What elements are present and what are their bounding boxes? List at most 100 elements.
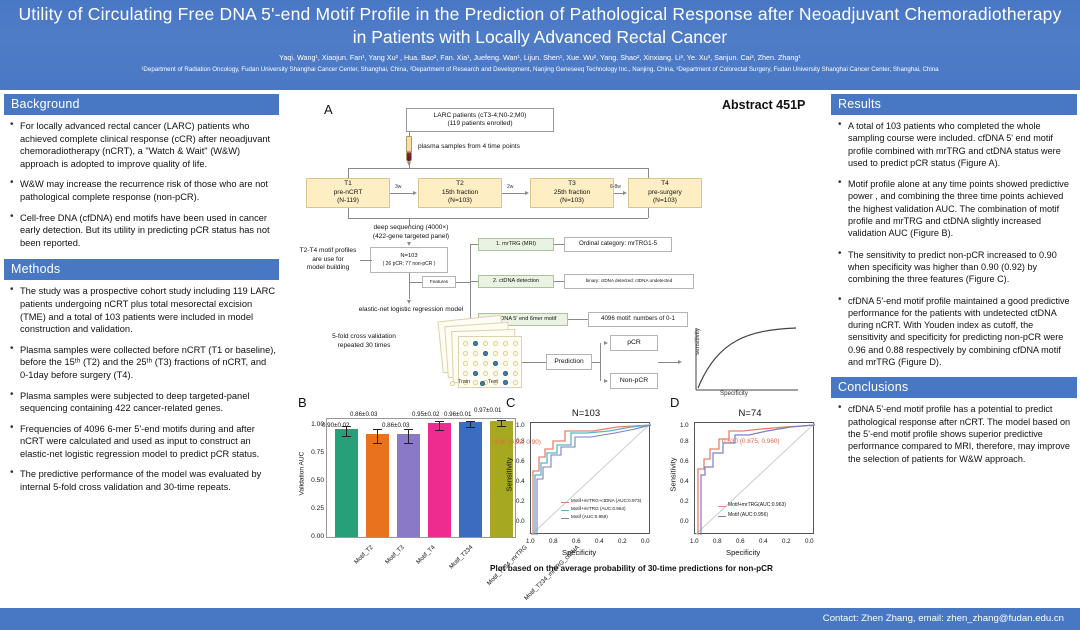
x-tick: 0.6: [572, 538, 581, 545]
list-item: The study was a prospective cohort study…: [8, 284, 277, 335]
list-item: Frequencies of 4096 6-mer 5'-end motifs …: [8, 422, 277, 461]
feature-name: 1. mrTRG (MRI): [495, 241, 537, 248]
section-heading-background: Background: [4, 94, 279, 115]
plasma-tube-icon: [406, 136, 412, 162]
flow-connector: [409, 282, 422, 283]
roc-chart-panel-d: N=74 0.0 0.2 0.4 0.6 0.8 1.0 0.630 (0.87…: [668, 408, 830, 578]
bar-motif-t4: [397, 433, 420, 537]
flow-connector: [614, 193, 624, 194]
flow-connector: [502, 193, 526, 194]
timepoint-id: T4: [661, 180, 669, 188]
mini-roc-ylabel: sensitivity: [693, 328, 701, 355]
list-item: For locally advanced rectal cancer (LARC…: [8, 119, 277, 170]
bar-value-label: 0.95±0.02: [412, 411, 440, 418]
flow-connector: [390, 193, 414, 194]
list-item: The sensitivity to predict non-pCR incre…: [836, 248, 1074, 286]
center-column: A LARC patients (cT3-4;N0-2;M0) (119 pat…: [288, 90, 824, 630]
flow-arrow-down: [406, 162, 411, 166]
y-axis-title: Validation AUC: [298, 451, 306, 496]
timepoint-n: (N=103): [559, 197, 584, 205]
legend-label-1: Motif+mrTRG+ctDNA (AUC:0.973): [571, 498, 642, 503]
feature-name: 2. ctDNA detection: [492, 278, 540, 285]
flow-connector: [522, 362, 546, 363]
flow-arrow-right: [413, 190, 417, 195]
conclusions-bullet-list: cfDNA 5'-end motif profile has a potenti…: [836, 402, 1074, 464]
timepoint-box-t4: T4 pre-surgery (N=103): [628, 178, 702, 208]
bar-value-label: 0.96±0.01: [444, 411, 472, 418]
roc-plot-area-c: [530, 422, 652, 536]
y-tick: 0.0: [680, 518, 689, 525]
y-tick: 0.2: [680, 498, 689, 505]
flow-connector: [409, 273, 410, 299]
right-column: Results A total of 103 patients who comp…: [828, 90, 1080, 474]
background-bullet-list: For locally advanced rectal cancer (LARC…: [8, 119, 277, 249]
roc-curves-c: [530, 422, 652, 536]
timepoint-desc: pre-nCRT: [333, 188, 363, 196]
affiliation-list: ¹Department of Radiation Oncology, Fudan…: [141, 66, 939, 73]
bar-motif-t2: [335, 429, 358, 537]
bar-plot-area: [326, 418, 516, 538]
flow-connector: [554, 244, 564, 245]
x-tick: Motif_T4: [414, 544, 437, 566]
flow-connector: [470, 281, 478, 282]
x-tick: 0.2: [782, 538, 791, 545]
flow-arrow-down: [406, 300, 411, 304]
figure-caption: Plot based on the average probability of…: [490, 564, 773, 573]
timepoint-desc: 15th fraction: [441, 188, 479, 196]
y-tick: 0.2: [516, 498, 525, 505]
y-tick: 1.00: [311, 421, 324, 428]
y-tick: 0.0: [516, 518, 525, 525]
feature-detail: 4096 motif: numbers of 0-1: [601, 315, 675, 323]
list-item: Plasma samples were collected before nCR…: [8, 343, 277, 382]
x-tick: 0.2: [618, 538, 627, 545]
flow-enrollment-box: LARC patients (cT3-4;N0-2;M0) (119 patie…: [406, 108, 554, 132]
flow-arrow-down: [406, 242, 411, 246]
flow-connector: [592, 362, 600, 363]
x-axis-title-c: Specificity: [562, 548, 597, 557]
outcome-label: Non-pCR: [619, 376, 649, 384]
roc-annotation-c: 0.90 (0.92, 0.90): [494, 439, 541, 446]
timepoint-box-t1: T1 pre-nCRT (N-119): [306, 178, 390, 208]
y-axis-title-d: Sensitivity: [668, 457, 678, 492]
y-tick: 0.8: [516, 438, 525, 445]
outcome-box-nonpcr: Non-pCR: [610, 373, 658, 389]
x-tick: Motif_T3: [383, 544, 406, 566]
flow-arrow-right: [604, 340, 608, 345]
mini-roc-svg: [695, 327, 798, 391]
y-tick: 0.6: [516, 458, 525, 465]
flow-arrow-right: [525, 190, 529, 195]
roc-annotation-d: 0.630 (0.875, 0.960): [722, 438, 780, 445]
legend-swatch-3: [561, 518, 569, 520]
flow-connector: [658, 362, 680, 363]
roc-curves-d: [694, 422, 816, 536]
flow-arrow-right: [604, 378, 608, 383]
mini-roc-xlabel: Specificity: [720, 390, 748, 397]
x-tick: 0.4: [595, 538, 604, 545]
flow-connector: [554, 281, 564, 282]
bar-value-label: 0.90±0.02: [322, 422, 350, 429]
list-item: The predictive performance of the model …: [8, 467, 277, 493]
seq-line1: deep sequencing (4000×): [373, 224, 449, 231]
feature-name: 3. cfDNA 5′ end 6mer motif: [489, 316, 557, 323]
legend-label-1: Motif+mrTRG(AUC:0.963): [728, 502, 786, 508]
cohort-n-line2: ( 26 pCR; 77 non-pCR ): [382, 261, 436, 267]
x-tick: Motif_T234: [447, 544, 475, 571]
roc-chart-panel-c: N=103 0.0 0.2 0.4 0.6 0.8 1.0 0.90 (0.92…: [494, 408, 666, 578]
section-heading-methods: Methods: [4, 259, 279, 281]
bar-motif-t234: [428, 423, 451, 537]
legend-swatch-1: [561, 502, 569, 504]
y-tick: 0.4: [680, 478, 689, 485]
x-tick: 0.0: [641, 538, 650, 545]
flow-connector: [648, 168, 649, 178]
panel-label-d: D: [670, 395, 680, 410]
roc-title-d: N=74: [738, 408, 762, 419]
y-tick: 1.0: [516, 422, 525, 429]
flow-enroll-line1: LARC patients (cT3-4;N0-2;M0): [433, 111, 527, 119]
flow-connector: [648, 208, 649, 218]
feature-detail-mrtrg: Ordinal category: mrTRG1-5: [564, 237, 672, 252]
legend-swatch-2: [561, 510, 569, 512]
x-tick: 1.0: [690, 538, 699, 545]
seq-line2: (422-gene targeted panel): [372, 232, 450, 240]
list-item: cfDNA 5'-end motif profile has a potenti…: [836, 402, 1074, 464]
y-tick: 1.0: [680, 422, 689, 429]
